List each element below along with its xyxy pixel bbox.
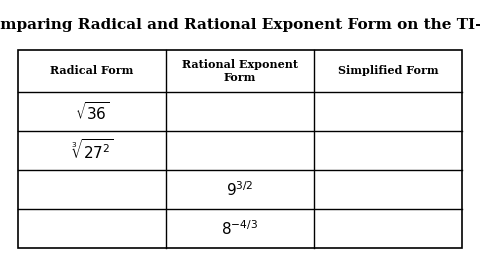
Text: Comparing Radical and Rational Exponent Form on the TI-84: Comparing Radical and Rational Exponent … <box>0 18 480 32</box>
Text: Radical Form: Radical Form <box>50 66 133 76</box>
Text: $9^{3/2}$: $9^{3/2}$ <box>226 180 254 199</box>
Text: $\sqrt[3]{27^2}$: $\sqrt[3]{27^2}$ <box>71 139 113 163</box>
Text: Rational Exponent
Form: Rational Exponent Form <box>182 59 298 83</box>
Text: $8^{-4/3}$: $8^{-4/3}$ <box>221 219 259 238</box>
Text: Simplified Form: Simplified Form <box>338 66 438 76</box>
Bar <box>18 50 462 248</box>
Text: $\sqrt{36}$: $\sqrt{36}$ <box>74 100 109 123</box>
